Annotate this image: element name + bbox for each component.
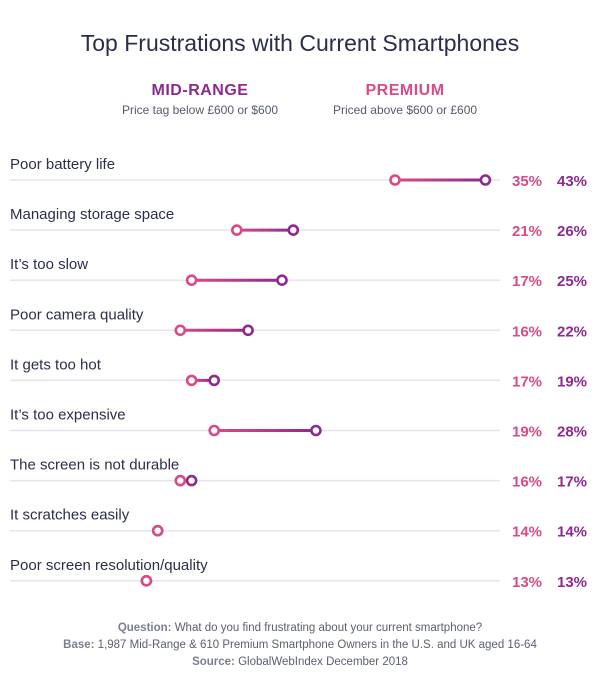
chart-footer: Question: What do you find frustrating a… (0, 620, 600, 671)
mid-range-marker (185, 474, 198, 487)
premium-marker (174, 474, 187, 487)
footer-source-text: GlobalWebIndex December 2018 (234, 656, 408, 668)
legend-premium-description: Priced above $600 or £600 (332, 103, 478, 117)
footer-source-label: Source: (192, 656, 235, 668)
premium-marker (174, 324, 187, 337)
category-label: It gets too hot (10, 356, 102, 373)
category-label: Poor screen resolution/quality (10, 557, 208, 574)
premium-value-label: 19% (512, 424, 542, 441)
premium-value-label: 16% (512, 474, 542, 491)
mid-range-value-label: 25% (557, 273, 587, 290)
mid-range-value-label: 43% (557, 173, 587, 190)
mid-range-value-label: 17% (557, 474, 587, 491)
footer-base-label: Base: (63, 639, 95, 651)
mid-range-value-label: 19% (557, 373, 587, 390)
mid-range-value-label: 28% (557, 424, 587, 441)
mid-range-marker (208, 374, 220, 387)
mid-range-marker (479, 174, 492, 186)
mid-range-marker (287, 224, 300, 236)
dumbbell-chart: Poor battery life 35% 43% Managing storage … (10, 156, 587, 591)
premium-value-label: 13% (512, 574, 542, 591)
category-label: The screen is not durable (10, 457, 179, 474)
mid-range-value-label: 13% (557, 574, 587, 591)
legend-premium: PREMIUM Priced above $600 or £600 (320, 82, 490, 117)
premium-marker (208, 424, 220, 437)
mid-range-marker (310, 424, 322, 437)
legend-mid-range: MID-RANGE Price tag below £600 or $600 (110, 82, 290, 117)
legend-mid-range-description: Price tag below £600 or $600 (121, 103, 279, 117)
mid-range-value-label: 22% (557, 323, 587, 340)
premium-value-label: 35% (512, 173, 542, 190)
premium-marker (231, 224, 243, 236)
mid-range-value-label: 26% (557, 223, 587, 240)
mid-range-value-label: 14% (557, 524, 587, 541)
footer-base: Base: 1,987 Mid-Range & 610 Premium Smar… (0, 637, 600, 654)
premium-marker (389, 174, 401, 186)
legend-premium-name: PREMIUM (365, 82, 445, 99)
premium-value-label: 14% (512, 524, 542, 541)
category-label: It scratches easily (10, 507, 130, 524)
premium-value-label: 17% (512, 373, 542, 390)
footer-question-label: Question: (117, 622, 172, 634)
footer-source: Source: GlobalWebIndex December 2018 (0, 654, 600, 671)
category-label: It’s too slow (10, 256, 88, 273)
legend-mid-range-name: MID-RANGE (151, 82, 249, 99)
premium-marker (140, 574, 153, 587)
category-label: Poor camera quality (10, 306, 144, 323)
premium-marker (151, 524, 164, 537)
premium-marker (185, 274, 198, 287)
premium-value-label: 17% (512, 273, 542, 290)
category-label: Poor battery life (10, 156, 115, 173)
premium-marker (185, 374, 198, 387)
mid-range-marker (242, 324, 254, 337)
chart-title: Top Frustrations with Current Smartphone… (80, 30, 520, 56)
premium-value-label: 16% (512, 323, 542, 340)
category-label: Managing storage space (10, 206, 174, 223)
footer-question: Question: What do you find frustrating a… (0, 620, 600, 637)
footer-base-text: 1,987 Mid-Range & 610 Premium Smartphone… (94, 639, 537, 651)
category-label: It’s too expensive (10, 407, 126, 424)
premium-value-label: 21% (512, 223, 542, 240)
mid-range-marker (276, 274, 288, 287)
footer-question-text: What do you find frustrating about your … (171, 622, 483, 634)
